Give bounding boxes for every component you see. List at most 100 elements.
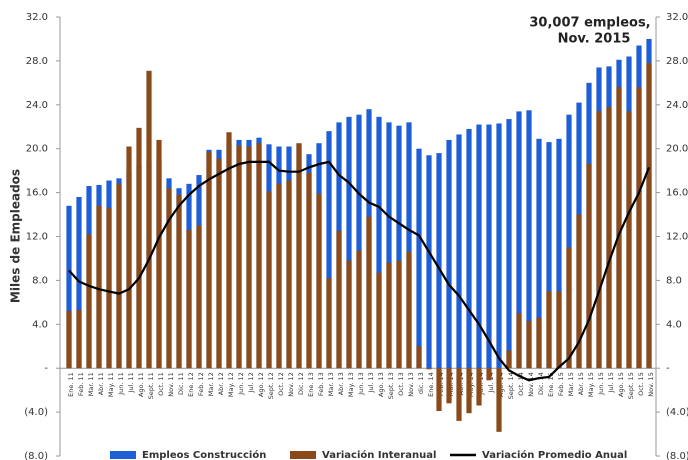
bar bbox=[436, 368, 442, 412]
x-tick-label: Sept. 14 bbox=[507, 372, 515, 399]
bar bbox=[546, 142, 552, 369]
bar bbox=[636, 87, 642, 369]
bar bbox=[466, 368, 472, 414]
bar bbox=[216, 158, 222, 369]
y2-tick-label: (8.0) bbox=[666, 451, 688, 460]
annotation: Nov. 2015 bbox=[558, 32, 631, 47]
bar bbox=[496, 123, 502, 369]
x-tick-label: Dic. 14 bbox=[537, 372, 545, 395]
x-tick-label: Jun. 11 bbox=[117, 372, 125, 396]
y-tick-label: 4.0 bbox=[32, 319, 48, 330]
bar bbox=[196, 225, 202, 369]
bar bbox=[316, 193, 322, 369]
y2-tick-label: (4.0) bbox=[666, 407, 688, 418]
bar bbox=[646, 63, 652, 369]
y2-tick-label: 4.0 bbox=[666, 319, 682, 330]
y2-tick-label: 12.0 bbox=[666, 232, 688, 243]
bar bbox=[86, 234, 92, 369]
x-tick-label: May. 13 bbox=[347, 372, 355, 397]
x-tick-label: Jun. 12 bbox=[237, 372, 245, 396]
y2-tick-label: 8.0 bbox=[666, 275, 682, 286]
bar bbox=[366, 216, 372, 369]
x-tick-label: Nov. 13 bbox=[407, 372, 415, 397]
bar bbox=[116, 183, 122, 369]
y-tick-label: 28.0 bbox=[26, 56, 48, 67]
bar bbox=[336, 231, 342, 369]
bar bbox=[306, 172, 312, 369]
x-tick-label: Abr. 12 bbox=[217, 372, 225, 395]
x-tick-label: May. 15 bbox=[587, 372, 595, 397]
y-tick-label: 20.0 bbox=[26, 144, 48, 155]
bar bbox=[376, 116, 382, 369]
bar bbox=[236, 145, 242, 369]
x-tick-label: Ene. 11 bbox=[67, 372, 75, 397]
y2-tick-label: 24.0 bbox=[666, 100, 688, 111]
x-tick-label: Ene. 13 bbox=[307, 372, 315, 397]
bar bbox=[256, 143, 262, 369]
x-tick-label: Nov. 15 bbox=[647, 372, 655, 397]
bar bbox=[406, 251, 412, 369]
annotation: 30,007 empleos, bbox=[529, 16, 650, 31]
bar bbox=[176, 194, 182, 369]
bar bbox=[446, 139, 452, 369]
bar bbox=[66, 205, 72, 369]
bar bbox=[226, 132, 232, 369]
x-tick-label: Nov. 12 bbox=[287, 372, 295, 397]
y2-tick-label: 16.0 bbox=[666, 188, 688, 199]
y-tick-label: 32.0 bbox=[26, 12, 48, 23]
x-tick-label: Sept. 15 bbox=[627, 372, 635, 399]
y-axis-label: Miles de Empleados bbox=[9, 169, 23, 303]
bar bbox=[286, 180, 292, 369]
y2-tick-label: 28.0 bbox=[666, 56, 688, 67]
bar bbox=[536, 317, 542, 369]
bar bbox=[396, 125, 402, 369]
bar bbox=[326, 278, 332, 369]
x-tick-label: Ene. 15 bbox=[547, 372, 555, 397]
bar bbox=[576, 214, 582, 369]
x-tick-label: Sept. 12 bbox=[267, 372, 275, 399]
x-tick-label: May. 12 bbox=[227, 372, 235, 397]
legend-label: Variación Promedio Anual bbox=[482, 449, 627, 460]
bar bbox=[616, 87, 622, 369]
bar bbox=[526, 321, 532, 369]
x-tick-label: dic. 13 bbox=[417, 372, 425, 394]
bar bbox=[76, 310, 82, 369]
x-tick-label: Feb. 13 bbox=[317, 372, 325, 396]
bar bbox=[156, 139, 162, 369]
bar bbox=[106, 207, 112, 369]
y2-tick-label: 20.0 bbox=[666, 144, 688, 155]
bar bbox=[436, 153, 442, 369]
bar bbox=[456, 134, 462, 369]
x-tick-label: Jul. 11 bbox=[127, 372, 135, 393]
bar bbox=[596, 111, 602, 369]
x-tick-label: Jul. 12 bbox=[247, 372, 255, 393]
bar bbox=[136, 127, 142, 369]
bar bbox=[166, 188, 172, 369]
bar bbox=[266, 191, 272, 369]
bar bbox=[506, 350, 512, 369]
bar bbox=[426, 155, 432, 369]
y-tick-label: 24.0 bbox=[26, 100, 48, 111]
x-tick-label: Sept. 11 bbox=[147, 372, 155, 399]
bar bbox=[146, 70, 152, 369]
x-tick-label: Feb. 15 bbox=[557, 372, 565, 396]
y-tick-label: - bbox=[44, 363, 48, 374]
bar bbox=[186, 229, 192, 369]
bar bbox=[66, 311, 72, 369]
x-tick-label: Jul. 14 bbox=[487, 372, 495, 393]
line bbox=[68, 160, 651, 382]
x-tick-label: Jun. 15 bbox=[597, 372, 605, 396]
x-tick-label: Oct. 15 bbox=[637, 372, 645, 396]
y-tick-label: (8.0) bbox=[24, 451, 48, 460]
legend-swatch bbox=[110, 451, 136, 459]
bar bbox=[326, 131, 332, 369]
x-tick-label: Mar. 12 bbox=[207, 372, 215, 396]
bar bbox=[276, 183, 282, 369]
bar bbox=[446, 368, 452, 404]
bar bbox=[466, 128, 472, 369]
bar bbox=[126, 146, 132, 369]
y-tick-label: 8.0 bbox=[32, 275, 48, 286]
bar bbox=[356, 250, 362, 369]
y2-tick-label: 32.0 bbox=[666, 12, 688, 23]
